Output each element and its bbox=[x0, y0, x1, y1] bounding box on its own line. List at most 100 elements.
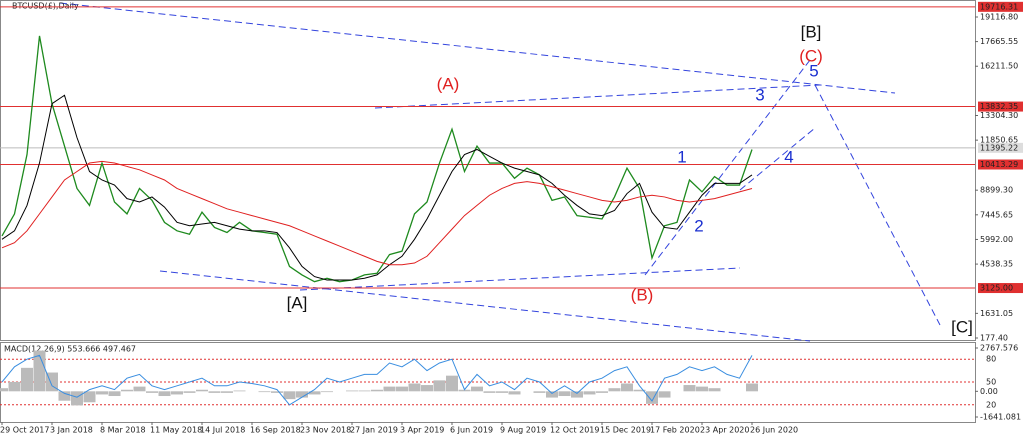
macd-bar bbox=[321, 391, 333, 393]
wave-label: 2 bbox=[694, 216, 703, 235]
current-price-label: 11395.22 bbox=[980, 143, 1018, 152]
macd-bar bbox=[33, 350, 46, 392]
x-tick-label: 17 Feb 2020 bbox=[650, 426, 700, 435]
wave-label: (C) bbox=[799, 46, 823, 65]
trendline bbox=[739, 127, 816, 191]
x-tick-label: 11 May 2018 bbox=[150, 426, 202, 435]
x-tick-label: 15 Dec 2019 bbox=[600, 426, 651, 435]
macd-bar bbox=[133, 386, 146, 392]
macd-bar bbox=[283, 391, 296, 400]
y-tick-label: 16211.50 bbox=[980, 62, 1018, 71]
price-line bbox=[1, 35, 753, 283]
level-tag bbox=[978, 283, 1023, 294]
macd-bar bbox=[258, 391, 271, 393]
macd-bar bbox=[471, 386, 483, 392]
macd-bar bbox=[71, 391, 83, 406]
y-tick-label: 4538.35 bbox=[980, 260, 1013, 269]
wave-label: [A] bbox=[287, 293, 308, 312]
level-label: 13832.35 bbox=[980, 102, 1018, 111]
wave-label: 3 bbox=[755, 85, 764, 104]
price-frame bbox=[0, 0, 976, 341]
macd-bar bbox=[608, 388, 621, 392]
trendline bbox=[814, 84, 941, 326]
x-tick-label: 27 Jan 2019 bbox=[350, 426, 398, 435]
macd-bar bbox=[583, 391, 596, 395]
price-line bbox=[1, 94, 753, 281]
y-tick-label: 13304.30 bbox=[980, 111, 1018, 120]
level-label: 3125.00 bbox=[980, 284, 1013, 293]
level-label: 10413.29 bbox=[980, 160, 1018, 169]
macd-bar bbox=[221, 391, 233, 393]
macd-bar bbox=[146, 391, 158, 393]
macd-bar bbox=[158, 391, 171, 397]
macd-bar bbox=[371, 389, 383, 392]
macd-bar bbox=[408, 383, 421, 392]
level-tag bbox=[978, 1, 1023, 12]
macd-bar bbox=[683, 385, 696, 392]
y-tick-label: 11850.65 bbox=[980, 136, 1018, 145]
x-tick-label: 12 Oct 2019 bbox=[550, 426, 599, 435]
x-tick-label: 23 Nov 2018 bbox=[300, 426, 351, 435]
x-tick-label: 29 Oct 2017 bbox=[0, 426, 49, 435]
macd-bar bbox=[646, 391, 658, 404]
level-label: 19716.31 bbox=[980, 2, 1018, 11]
price-line bbox=[1, 160, 753, 266]
indicator-title: MACD(12,26,9) 553.666 497.467 bbox=[4, 345, 136, 354]
macd-bar bbox=[271, 391, 283, 393]
x-tick-label: 8 Mar 2018 bbox=[100, 426, 146, 435]
macd-bar bbox=[658, 391, 671, 398]
trendline bbox=[374, 84, 821, 109]
macd-bar bbox=[496, 391, 508, 393]
macd-bar bbox=[533, 391, 546, 393]
macd-bar bbox=[558, 391, 571, 397]
macd-bar bbox=[108, 391, 121, 397]
level-tag bbox=[978, 101, 1023, 112]
macd-bar bbox=[0, 388, 8, 392]
macd-bar bbox=[546, 391, 558, 398]
macd-bar bbox=[183, 391, 196, 393]
wave-label: (A) bbox=[437, 74, 460, 93]
y-tick-label: 8899.30 bbox=[980, 186, 1013, 195]
macd-bar bbox=[746, 383, 758, 392]
y-tick-label: 19116.80 bbox=[980, 12, 1018, 21]
macd-bar bbox=[208, 391, 221, 393]
wave-label: (B) bbox=[631, 285, 654, 304]
x-tick-label: 9 Aug 2019 bbox=[500, 426, 546, 435]
chart-title: BTCUSD(£),Daily bbox=[12, 2, 79, 11]
macd-bar bbox=[446, 375, 458, 392]
macd-bar bbox=[621, 383, 633, 392]
x-tick-label: 16 Sep 2018 bbox=[250, 426, 301, 435]
y-tick-label: 7445.65 bbox=[980, 210, 1013, 219]
y-tick-label: 17665.55 bbox=[980, 37, 1018, 46]
macd-bar bbox=[421, 385, 433, 392]
macd-bar bbox=[8, 381, 21, 392]
level-tag bbox=[978, 159, 1023, 170]
macd-bar bbox=[433, 380, 446, 392]
x-tick-label: 6 Jun 2019 bbox=[450, 426, 493, 435]
trendline bbox=[59, 2, 896, 94]
x-tick-label: 3 Jan 2018 bbox=[50, 426, 93, 435]
trendline bbox=[159, 270, 811, 342]
wave-label: [C] bbox=[951, 317, 973, 336]
macd-bar bbox=[708, 388, 721, 392]
x-tick-label: 26 Jun 2020 bbox=[750, 426, 798, 435]
x-tick-label: 23 Apr 2020 bbox=[700, 426, 749, 435]
macd-bar bbox=[358, 390, 371, 392]
y-tick-label: 177.40 bbox=[980, 334, 1008, 343]
wave-label: 4 bbox=[784, 147, 793, 166]
macd-bar bbox=[346, 390, 358, 392]
x-tick-label: 14 Jul 2018 bbox=[200, 426, 245, 435]
y-tick-label: 0.00 bbox=[980, 387, 998, 396]
macd-bar bbox=[483, 391, 496, 393]
y-tick-label: 1631.05 bbox=[980, 309, 1013, 318]
trendline bbox=[644, 59, 811, 276]
y2-tick-label: 20 bbox=[986, 400, 996, 409]
y2-tick-label: 80 bbox=[986, 355, 996, 364]
macd-bar bbox=[696, 386, 708, 392]
y-tick-label: 2767.576 bbox=[980, 344, 1018, 353]
macd-bar bbox=[96, 391, 108, 395]
wave-label: 5 bbox=[809, 61, 818, 80]
macd-bar bbox=[171, 391, 183, 395]
macd-bar bbox=[508, 391, 521, 395]
macd-bar bbox=[121, 389, 133, 392]
